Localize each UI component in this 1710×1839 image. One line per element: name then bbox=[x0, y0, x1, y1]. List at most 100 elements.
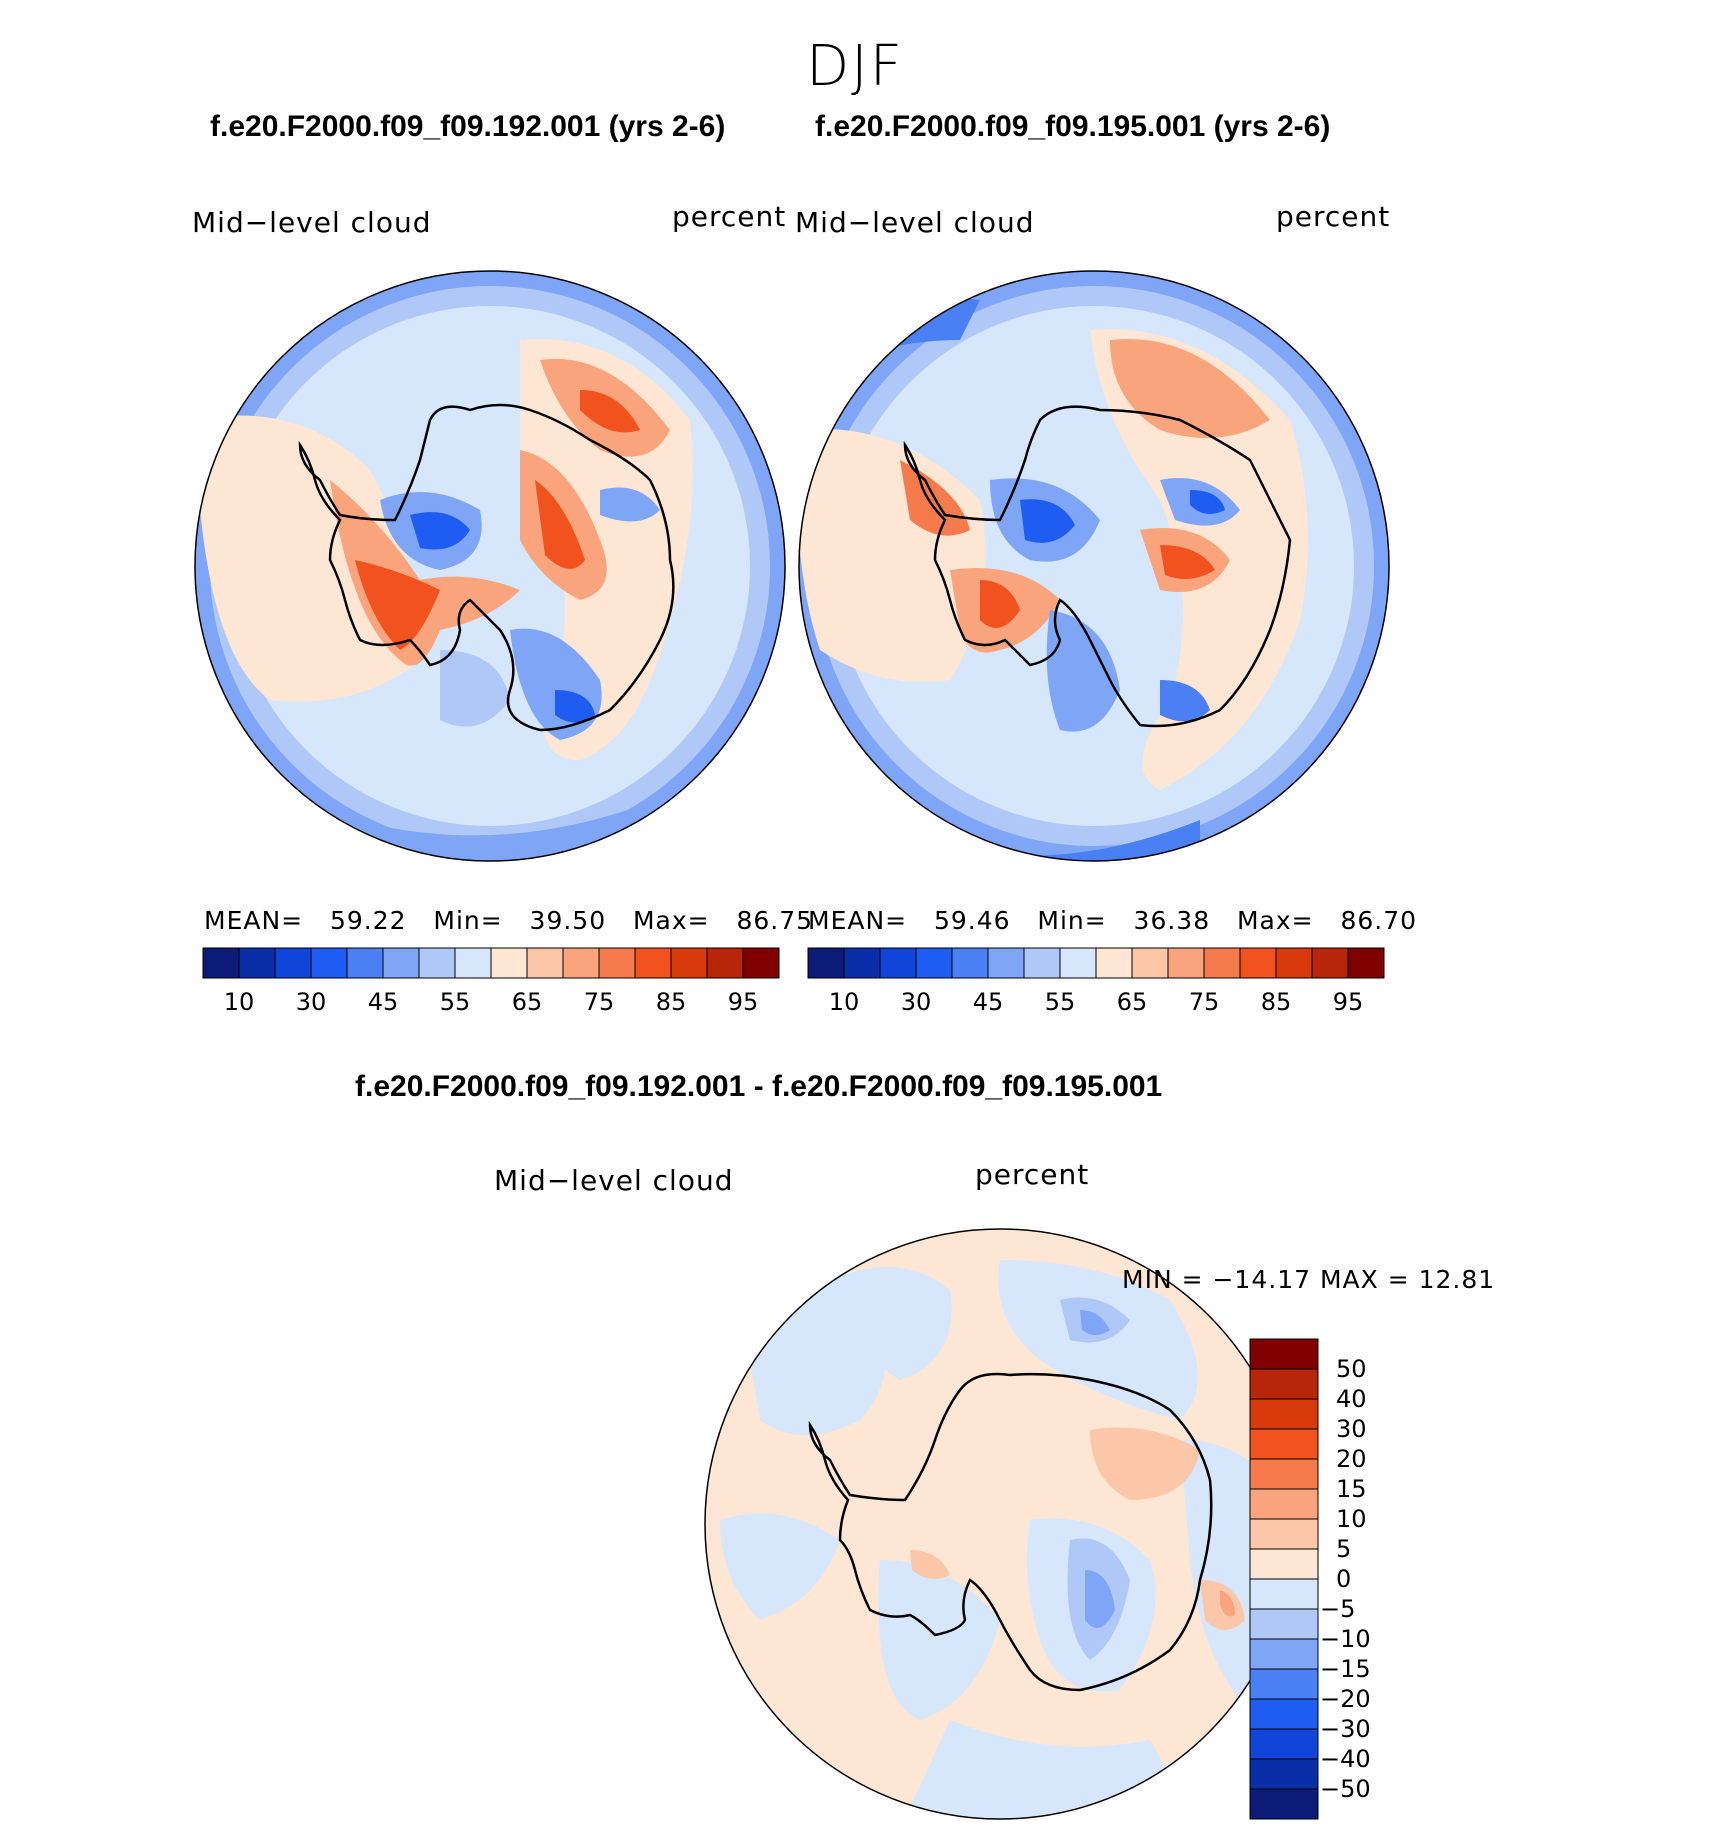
panel-b-colorbar-box bbox=[1203, 947, 1241, 979]
panel-b-border bbox=[798, 270, 1390, 862]
panel-a-colorbar-box bbox=[454, 947, 492, 979]
panel-a-colorbar-tick-label: 75 bbox=[583, 988, 615, 1016]
panel-b-colorbar bbox=[807, 947, 1385, 979]
panel-b-colorbar-box bbox=[1059, 947, 1097, 979]
panel-a-mean-label: MEAN= bbox=[204, 906, 304, 935]
panel-b-colorbar-tick-label: 95 bbox=[1332, 988, 1364, 1016]
panel-diff-colorbar-tick-label: 30 bbox=[1336, 1415, 1367, 1443]
panel-a-coastline bbox=[298, 403, 675, 732]
panel-b-colorbar-box bbox=[879, 947, 917, 979]
panel-b-colorbar-tick-label: 55 bbox=[1044, 988, 1076, 1016]
panel-diff-colorbar-tick-label: 0 bbox=[1336, 1565, 1352, 1593]
panel-b-colorbar-box bbox=[987, 947, 1025, 979]
panel-b-colorbar-tick-label: 10 bbox=[828, 988, 860, 1016]
panel-b-colorbar-box bbox=[1311, 947, 1349, 979]
panel-a-border bbox=[194, 270, 786, 862]
panel-diff-colorbar-box bbox=[1249, 1578, 1319, 1610]
panel-a-min-value: 39.50 bbox=[529, 906, 607, 935]
panel-a-colorbar-tick-label: 55 bbox=[439, 988, 471, 1016]
panel-diff-case-title: f.e20.F2000.f09_f09.192.001 - f.e20.F200… bbox=[355, 1070, 1163, 1103]
figure-title: DJF bbox=[806, 34, 904, 99]
panel-a-colorbar-box bbox=[310, 947, 348, 979]
panel-diff-colorbar-tick-label: −10 bbox=[1320, 1625, 1371, 1653]
panel-b-colorbar-tick-label: 65 bbox=[1116, 988, 1148, 1016]
panel-b-colorbar-box bbox=[1095, 947, 1133, 979]
panel-a-contours bbox=[195, 271, 785, 861]
panel-b-colorbar-box bbox=[1347, 947, 1385, 979]
panel-a-colorbar-tick-label: 95 bbox=[727, 988, 759, 1016]
panel-b-colorbar-tick-label: 45 bbox=[972, 988, 1004, 1016]
panel-diff-colorbar-tick-label: −30 bbox=[1320, 1715, 1371, 1743]
panel-a-colorbar-box bbox=[634, 947, 672, 979]
panel-b-case-title: f.e20.F2000.f09_f09.195.001 (yrs 2-6) bbox=[815, 110, 1331, 143]
panel-b-coastline bbox=[903, 405, 1292, 728]
panel-b-contours bbox=[799, 271, 1389, 861]
panel-diff-colorbar-box bbox=[1249, 1368, 1319, 1400]
panel-a-colorbar-box bbox=[490, 947, 528, 979]
panel-a-variable-label: Mid−level cloud bbox=[192, 206, 432, 239]
panel-a-colorbar-box bbox=[598, 947, 636, 979]
panel-a-mean-value: 59.22 bbox=[329, 906, 407, 935]
panel-b-colorbar-box bbox=[1167, 947, 1205, 979]
panel-a-colorbar-ticks: 10 30 45 55 65 75 85 95 bbox=[203, 988, 779, 1018]
panel-diff-units-label: percent bbox=[975, 1158, 1090, 1191]
panel-b-min-label: Min= bbox=[1037, 906, 1107, 935]
panel-diff-colorbar-box bbox=[1249, 1608, 1319, 1640]
panel-diff-colorbar-tick-label: 10 bbox=[1336, 1505, 1367, 1533]
panel-a-colorbar-box bbox=[742, 947, 780, 979]
panel-diff-colorbar-tick-label: −5 bbox=[1320, 1595, 1356, 1623]
panel-b-colorbar-tick-label: 75 bbox=[1188, 988, 1220, 1016]
panel-diff-colorbar-box bbox=[1249, 1638, 1319, 1670]
panel-diff-colorbar-box bbox=[1249, 1488, 1319, 1520]
panel-b-colorbar-tick-label: 85 bbox=[1260, 988, 1292, 1016]
panel-b-colorbar-box bbox=[1023, 947, 1061, 979]
panel-b-colorbar-box bbox=[915, 947, 953, 979]
panel-b-colorbar-box bbox=[1239, 947, 1277, 979]
panel-a-colorbar-box bbox=[274, 947, 312, 979]
panel-b-stats: MEAN= 59.46 Min= 36.38 Max= 86.70 bbox=[808, 906, 1417, 935]
panel-a-colorbar-box bbox=[382, 947, 420, 979]
panel-b-colorbar-box bbox=[843, 947, 881, 979]
panel-diff-colorbar-box bbox=[1249, 1338, 1319, 1370]
panel-a-min-label: Min= bbox=[433, 906, 503, 935]
panel-diff-colorbar-tick-label: 50 bbox=[1336, 1355, 1367, 1383]
panel-a-units-label: percent bbox=[672, 200, 787, 233]
panel-a-colorbar bbox=[202, 947, 780, 979]
panel-diff-variable-label: Mid−level cloud bbox=[494, 1164, 734, 1197]
panel-a-max-label: Max= bbox=[632, 906, 710, 935]
panel-diff-colorbar-tick-label: 5 bbox=[1336, 1535, 1352, 1563]
panel-b-colorbar-box bbox=[807, 947, 845, 979]
panel-b-variable-label: Mid−level cloud bbox=[795, 206, 1035, 239]
panel-diff-colorbar-tick-label: −15 bbox=[1320, 1655, 1371, 1683]
panel-diff-colorbar bbox=[1249, 1338, 1319, 1820]
panel-a-colorbar-tick-label: 10 bbox=[223, 988, 255, 1016]
panel-diff-colorbar-box bbox=[1249, 1428, 1319, 1460]
panel-a-colorbar-tick-label: 65 bbox=[511, 988, 543, 1016]
panel-a-colorbar-tick-label: 85 bbox=[655, 988, 687, 1016]
panel-diff-colorbar-box bbox=[1249, 1698, 1319, 1730]
panel-b-mean-label: MEAN= bbox=[808, 906, 908, 935]
panel-a-colorbar-box bbox=[202, 947, 240, 979]
panel-a-max-value: 86.75 bbox=[736, 906, 814, 935]
panel-b-max-label: Max= bbox=[1236, 906, 1314, 935]
panel-diff-contours bbox=[705, 1229, 1295, 1819]
panel-diff-colorbar-box bbox=[1249, 1758, 1319, 1790]
panel-diff-colorbar-tick-label: 20 bbox=[1336, 1445, 1367, 1473]
panel-a-colorbar-box bbox=[670, 947, 708, 979]
panel-a-colorbar-box bbox=[526, 947, 564, 979]
panel-a-colorbar-tick-label: 30 bbox=[295, 988, 327, 1016]
panel-a-colorbar-tick-label: 45 bbox=[367, 988, 399, 1016]
panel-diff-colorbar-ticks: 50 40 30 20 15 10 5 0 −5 −10 −15 −20 −30 −40 −50 bbox=[1320, 1339, 1410, 1819]
panel-diff-colorbar-box bbox=[1249, 1668, 1319, 1700]
panel-a-colorbar-box bbox=[706, 947, 744, 979]
panel-a-case-title: f.e20.F2000.f09_f09.192.001 (yrs 2-6) bbox=[210, 110, 726, 143]
panel-diff-colorbar-box bbox=[1249, 1548, 1319, 1580]
panel-b-colorbar-tick-label: 30 bbox=[900, 988, 932, 1016]
panel-diff-colorbar-tick-label: −20 bbox=[1320, 1685, 1371, 1713]
panel-diff-coastline bbox=[808, 1372, 1213, 1692]
panel-diff-colorbar-box bbox=[1249, 1458, 1319, 1490]
panel-a-stats: MEAN= 59.22 Min= 39.50 Max= 86.75 bbox=[204, 906, 813, 935]
panel-b-mean-value: 59.46 bbox=[933, 906, 1011, 935]
panel-diff-colorbar-tick-label: 15 bbox=[1336, 1475, 1367, 1503]
